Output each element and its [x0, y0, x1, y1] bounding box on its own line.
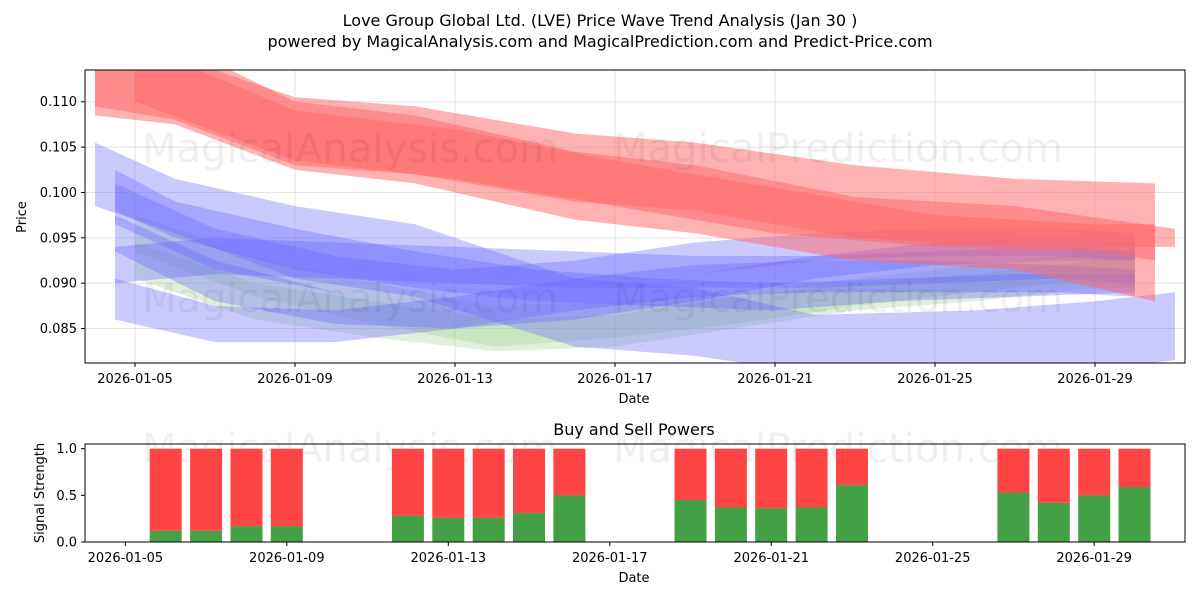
buy-bar: [997, 492, 1030, 542]
sell-bar: [391, 448, 424, 516]
buy-sell-bars: [149, 448, 1151, 542]
price-y-axis-label: Price: [15, 201, 30, 233]
buy-bar: [391, 515, 424, 542]
buy-bar: [836, 485, 868, 542]
watermark-analysis-top: MagicalAnalysis.com: [142, 126, 558, 172]
buy-sell-y-tick-label: 0.0: [56, 536, 77, 551]
sell-bar: [755, 448, 788, 509]
sell-bar: [1037, 448, 1070, 503]
buy-sell-x-tick-label: 2026-01-09: [249, 551, 325, 566]
watermark-prediction-mid: MagicalPrediction.com: [613, 276, 1063, 322]
sell-bar: [149, 448, 182, 531]
buy-sell-x-tick-label: 2026-01-17: [572, 551, 648, 566]
buy-bar: [472, 517, 505, 542]
price-y-tick-label: 0.090: [40, 277, 77, 292]
buy-bar: [714, 507, 747, 542]
sell-bar: [836, 448, 868, 486]
buy-bar: [230, 526, 263, 542]
buy-sell-x-axis-label: Date: [618, 571, 649, 586]
buy-bar: [149, 530, 182, 542]
buy-sell-chart: Buy and Sell Powers MagicalAnalysis.com …: [33, 420, 1186, 586]
buy-sell-y-tick-label: 0.5: [56, 489, 77, 504]
green-wave-2: [135, 242, 1135, 352]
price-wave-chart: MagicalAnalysis.com MagicalPrediction.co…: [15, 69, 1186, 407]
buy-bar: [432, 517, 465, 542]
price-x-axis-label: Date: [618, 392, 649, 407]
buy-bar: [553, 495, 586, 542]
price-y-tick-label: 0.100: [40, 186, 77, 201]
price-waves: [95, 70, 1175, 363]
red-wave-3: [135, 70, 1155, 261]
sell-bar: [674, 448, 707, 500]
sell-bar: [513, 448, 545, 514]
price-axes-frame: [84, 69, 1186, 364]
buy-bar: [190, 530, 223, 542]
buy-sell-title: Buy and Sell Powers: [553, 420, 715, 439]
price-x-tick-label: 2026-01-13: [417, 372, 493, 387]
buy-sell-x-tick-label: 2026-01-21: [733, 551, 809, 566]
buy-bar: [1037, 502, 1070, 542]
sell-bar: [553, 448, 586, 496]
buy-sell-axes-frame: [84, 443, 1186, 543]
sell-bar: [472, 448, 505, 518]
blue-wave-6: [115, 183, 1135, 302]
price-y-tick-label: 0.095: [40, 231, 77, 246]
buy-sell-y-tick-label: 1.0: [56, 442, 77, 457]
blue-wave-5: [115, 260, 1135, 343]
buy-sell-x-tick-label: 2026-01-29: [1056, 551, 1132, 566]
sell-bar: [270, 448, 303, 527]
sell-bar: [230, 448, 263, 527]
sell-bar: [1078, 448, 1111, 496]
figure-title-line2: powered by MagicalAnalysis.com and Magic…: [267, 32, 932, 51]
price-x-tick-label: 2026-01-09: [257, 372, 333, 387]
blue-wave-1: [95, 142, 1175, 363]
sell-bar: [997, 448, 1030, 493]
price-x-tick-label: 2026-01-17: [577, 372, 653, 387]
buy-sell-y-axis-label: Signal Strength: [33, 443, 48, 543]
sell-bar: [432, 448, 465, 518]
red-wave-2: [95, 70, 1175, 247]
buy-sell-x-tick-label: 2026-01-13: [411, 551, 487, 566]
blue-wave-3: [115, 215, 1135, 329]
buy-sell-ticks: 2026-01-05 2026-01-09 2026-01-13 2026-01-17…: [56, 442, 1132, 566]
figure-title-line1: Love Group Global Ltd. (LVE) Price Wave …: [343, 11, 858, 30]
buy-bar: [270, 526, 303, 542]
price-x-tick-label: 2026-01-29: [1057, 372, 1133, 387]
price-x-tick-label: 2026-01-05: [97, 372, 173, 387]
sell-bar: [190, 448, 223, 531]
buy-sell-x-tick-label: 2026-01-05: [88, 551, 164, 566]
buy-bar: [1078, 495, 1111, 542]
sell-bar: [714, 448, 747, 508]
buy-bar: [674, 500, 707, 542]
sell-bar: [795, 448, 828, 508]
buy-bar: [755, 508, 788, 542]
buy-sell-x-tick-label: 2026-01-25: [895, 551, 971, 566]
blue-wave-4: [115, 237, 1135, 288]
price-x-tick-label: 2026-01-21: [737, 372, 813, 387]
price-y-tick-label: 0.105: [40, 141, 77, 156]
blue-wave-2: [115, 169, 1135, 311]
buy-bar: [795, 507, 828, 542]
buy-bar: [1118, 486, 1151, 542]
price-x-tick-label: 2026-01-25: [897, 372, 973, 387]
watermark-prediction-top: MagicalPrediction.com: [613, 126, 1063, 172]
price-y-tick-label: 0.110: [40, 95, 77, 110]
watermark-analysis-mid: MagicalAnalysis.com: [142, 276, 558, 322]
price-y-tick-label: 0.085: [40, 322, 77, 337]
sell-bar: [1118, 448, 1151, 487]
buy-bar: [513, 513, 545, 542]
green-wave-1: [135, 215, 1135, 347]
price-ticks: 2026-01-05 2026-01-09 2026-01-13 2026-01-17…: [40, 95, 1133, 387]
